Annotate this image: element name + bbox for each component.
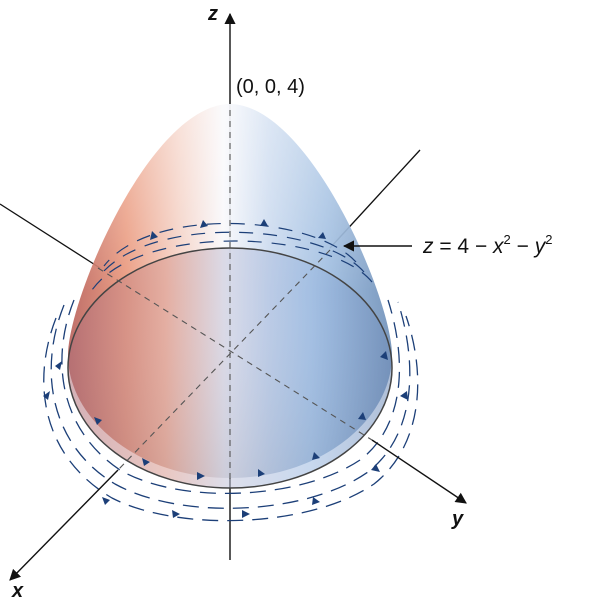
flow-arrowhead [400,391,408,400]
eq-x-exp: 2 [504,232,511,247]
flow-ring-back-3 [103,222,357,267]
flow-arrowhead [260,219,268,226]
eq-lhs: z [422,235,434,258]
flow-ring-back-1 [91,240,373,291]
flow-arrowhead [43,391,50,400]
flow-arrowhead [242,510,250,518]
flow-arrowhead [380,351,388,360]
flow-ring-front-2 [50,301,411,509]
eq-x: x [492,235,505,258]
y-axis [371,439,467,504]
x-axis-back [0,203,101,269]
flow-arrowhead [258,469,265,477]
flow-arrowheads [43,219,408,518]
flow-arrowhead [102,497,110,505]
flow-arrowhead [200,220,208,228]
flow-arrowhead [94,417,102,425]
flow-arrowhead [318,232,326,239]
flow-arrowhead [358,412,366,420]
flow-arrowhead [172,510,180,518]
flow-ring-front-1 [61,299,401,495]
flow-arrowhead [55,361,62,370]
eq-y-exp: 2 [545,232,552,247]
hidden-y-axis [117,249,331,471]
flow-rings-front [43,299,419,522]
flow-ring-back-2 [97,231,365,279]
flow-ring-front-3 [43,315,419,522]
flow-arrowhead [371,464,380,472]
eq-equals: = 4 − [434,235,494,258]
surface-equation: z = 4 − x2 − y2 [422,232,552,258]
z-axis-label: z [207,3,218,25]
flow-arrowhead [312,452,320,460]
x-axis [9,469,119,581]
eq-minus: − [511,235,535,258]
flow-arrowhead [312,497,320,505]
flow-rings-back [91,222,373,291]
flow-arrowhead [197,472,205,480]
flow-arrowhead [142,458,150,466]
hidden-x-axis [97,267,373,441]
eq-y: y [533,235,547,258]
x-axis-label: x [11,580,24,602]
y-axis-label: y [451,508,464,530]
apex-label: (0, 0, 4) [236,76,305,98]
flow-arrowhead [150,231,158,240]
